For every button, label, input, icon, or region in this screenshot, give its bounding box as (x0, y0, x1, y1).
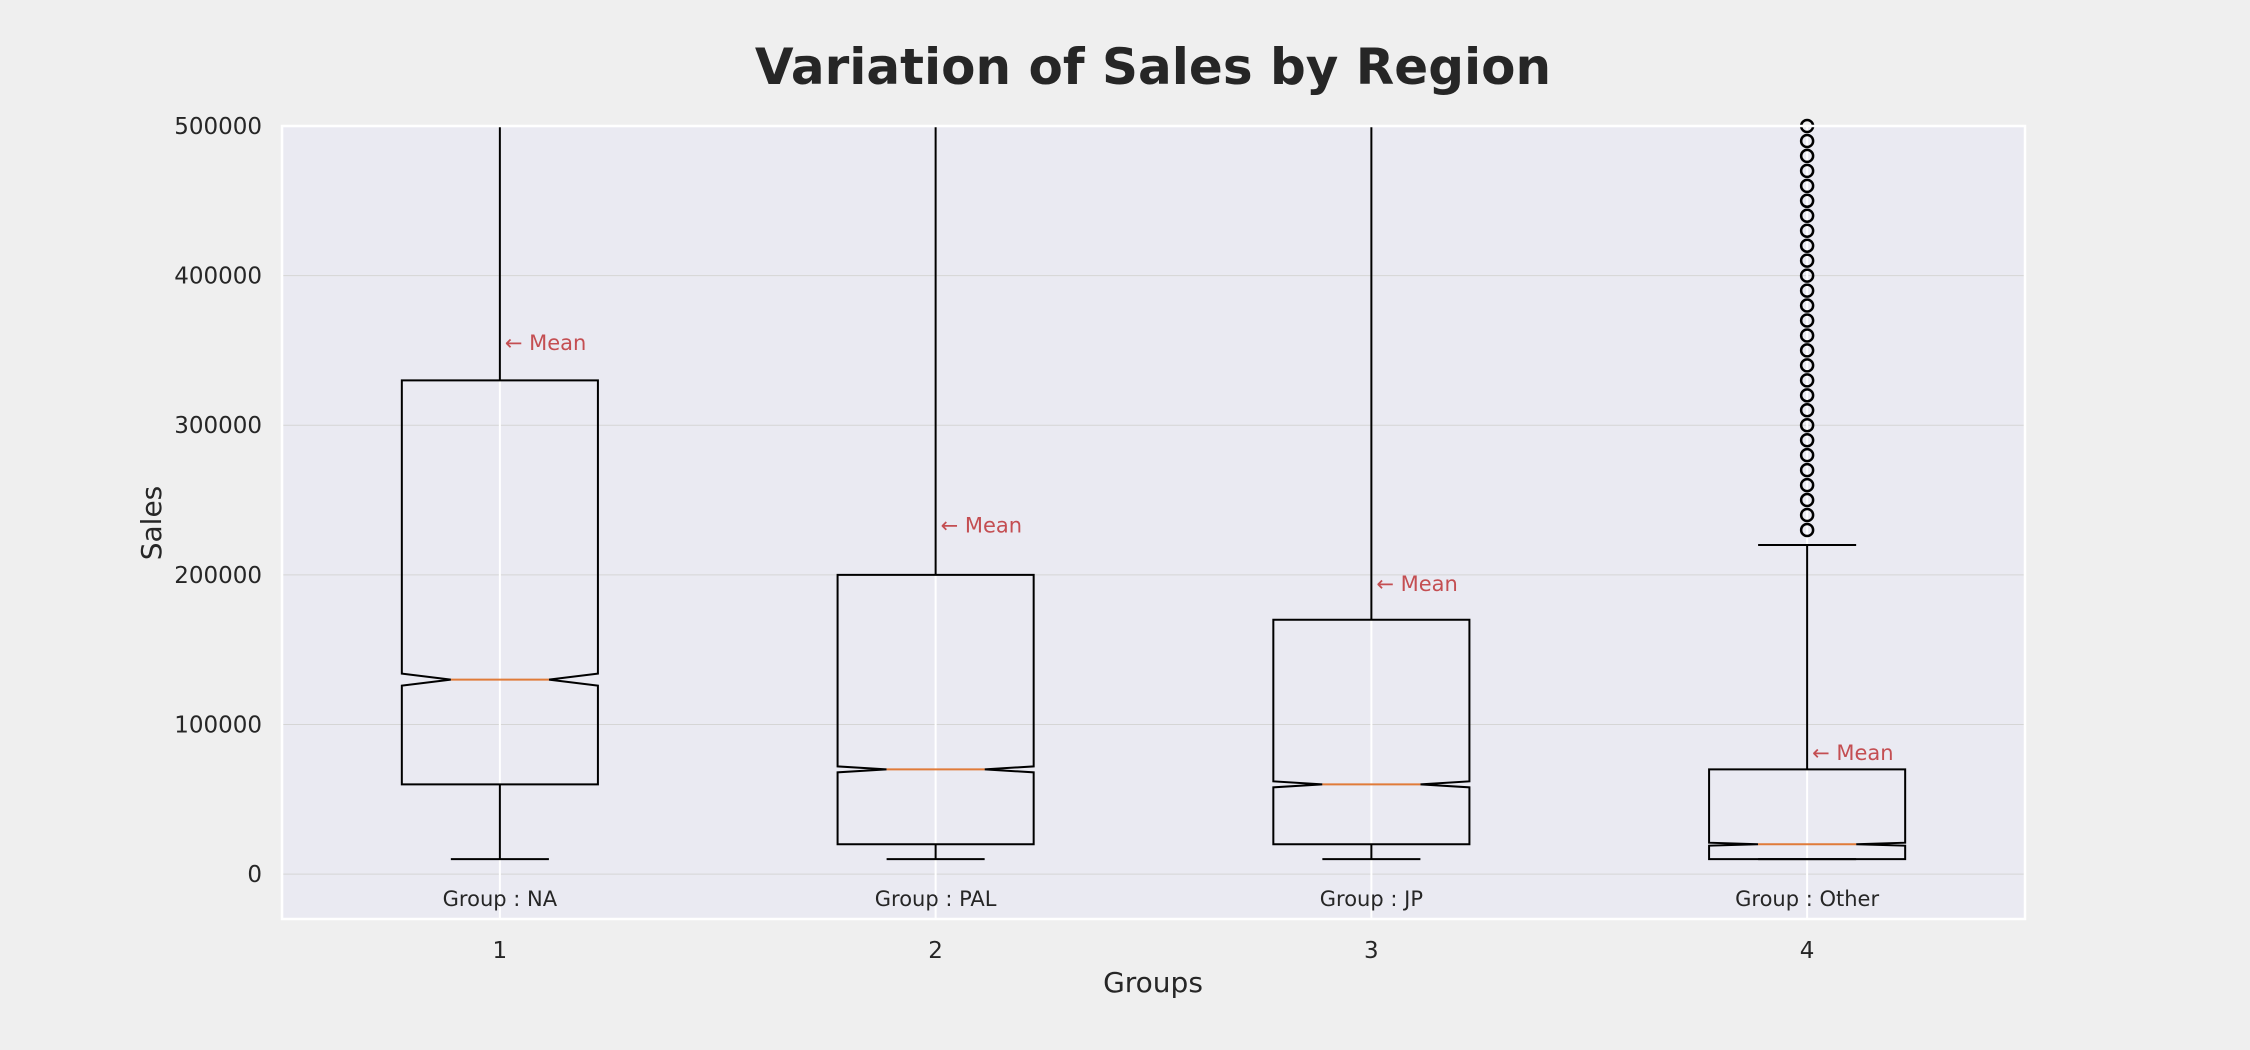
boxes: ← Mean Group : NA ← Mean Group : PAL ← Mean G… (400, 118, 1907, 911)
outlier-point (1799, 328, 1815, 343)
outlier-point (1799, 223, 1815, 238)
x-tick-label: 1 (493, 938, 508, 964)
outlier-point (1799, 193, 1815, 209)
outlier-point (1799, 343, 1815, 358)
notched-box (1272, 618, 1471, 846)
y-tick-label: 100000 (174, 712, 262, 738)
outlier-point (1799, 238, 1815, 253)
outlier-point (1799, 477, 1815, 493)
mean-annotation: ← Mean (505, 331, 587, 355)
outlier-point (1799, 358, 1815, 373)
y-axis-ticks: 0 100000 200000 300000 400000 500000 (174, 114, 262, 888)
y-tick-label: 0 (247, 862, 262, 888)
notched-box (400, 379, 599, 786)
outlier-point (1799, 403, 1815, 418)
outlier-point (1799, 283, 1815, 298)
outlier-point (1799, 417, 1815, 433)
outlier-point (1799, 507, 1815, 523)
y-tick-label: 500000 (174, 114, 262, 140)
group-label: Group : NA (443, 887, 558, 911)
chart-title: Variation of Sales by Region (755, 38, 1551, 96)
x-tick-label: 4 (1800, 938, 1815, 964)
outlier-point (1799, 268, 1815, 283)
outlier-point (1799, 313, 1815, 328)
plot-border (280, 124, 2027, 921)
x-axis-ticks: 1 2 3 4 (493, 938, 1815, 964)
outlier-point (1799, 148, 1815, 164)
x-axis-label: Groups (1103, 966, 1203, 999)
outlier-point (1799, 208, 1815, 224)
outlier-point (1799, 178, 1815, 194)
outlier-point (1799, 298, 1815, 313)
notched-box (836, 573, 1035, 846)
outlier-point (1799, 462, 1815, 478)
notched-box (1708, 768, 1907, 861)
group-label: Group : PAL (875, 887, 997, 911)
group-label: Group : Other (1735, 887, 1879, 911)
outlier-point (1799, 522, 1815, 538)
outlier-point (1799, 163, 1815, 179)
y-tick-label: 200000 (174, 563, 262, 589)
outlier-point (1799, 133, 1815, 149)
y-axis-label: Sales (135, 486, 168, 561)
outlier-point (1799, 253, 1815, 268)
mean-annotation: ← Mean (1376, 572, 1458, 596)
outlier-point (1799, 492, 1815, 508)
mean-annotation: ← Mean (1812, 741, 1894, 765)
plot-area (282, 126, 2025, 919)
outlier-point (1799, 432, 1815, 448)
outlier-point (1799, 388, 1815, 403)
y-tick-label: 300000 (174, 413, 262, 439)
outlier-point (1799, 373, 1815, 388)
x-tick-label: 3 (1364, 938, 1379, 964)
y-tick-label: 400000 (174, 264, 262, 290)
x-tick-label: 2 (928, 938, 943, 964)
mean-annotation: ← Mean (941, 513, 1023, 537)
group-label: Group : JP (1320, 887, 1423, 911)
outlier-point (1799, 447, 1815, 463)
